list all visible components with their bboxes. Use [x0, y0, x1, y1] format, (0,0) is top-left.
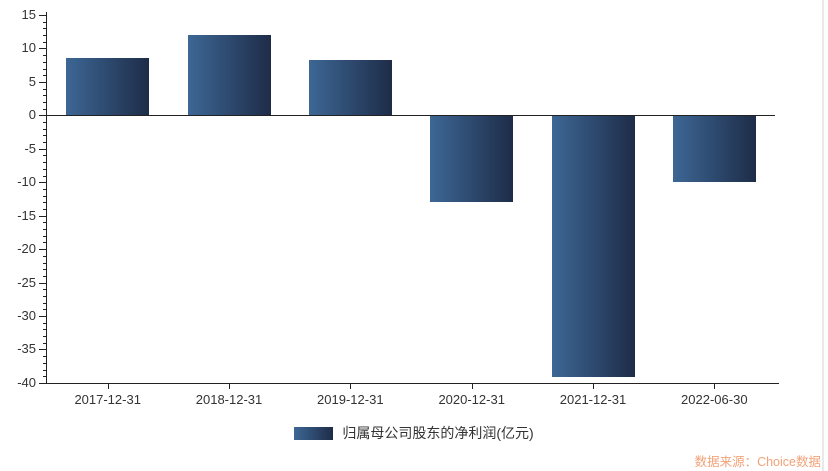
- y-axis-major-tick: [39, 349, 47, 351]
- y-axis-tick-label: 0: [28, 107, 36, 123]
- bar-2017-12-31[interactable]: [66, 57, 150, 116]
- y-axis-minor-tick: [43, 28, 47, 30]
- y-axis-minor-tick: [43, 142, 47, 144]
- x-axis-tick: [471, 384, 473, 389]
- y-axis-minor-tick: [43, 275, 47, 277]
- y-axis-minor-tick: [43, 309, 47, 311]
- x-axis-tick-label: 2019-12-31: [317, 392, 384, 407]
- y-axis-minor-tick: [43, 95, 47, 97]
- y-axis-minor-tick: [43, 242, 47, 244]
- x-axis-tick: [350, 384, 352, 389]
- x-axis-tick-label: 2022-06-30: [681, 392, 748, 407]
- y-axis-minor-tick: [43, 329, 47, 331]
- y-axis-major-tick: [39, 48, 47, 50]
- y-axis-tick-label: -35: [17, 341, 36, 357]
- x-axis-line: [47, 383, 779, 384]
- y-axis-minor-tick: [43, 362, 47, 364]
- y-axis-minor-tick: [43, 88, 47, 90]
- y-axis-minor-tick: [43, 175, 47, 177]
- y-axis-minor-tick: [43, 262, 47, 264]
- x-axis-tick: [107, 384, 109, 389]
- y-axis-minor-tick: [43, 356, 47, 358]
- y-axis-minor-tick: [43, 35, 47, 36]
- x-axis-tick: [714, 384, 716, 389]
- y-axis-major-tick: [39, 282, 47, 284]
- y-axis-minor-tick: [43, 235, 47, 237]
- page-edge-divider: [822, 0, 824, 471]
- y-axis-tick-label: 15: [21, 6, 36, 22]
- y-axis-minor-tick: [43, 122, 47, 123]
- y-axis-minor-tick: [43, 155, 47, 157]
- y-axis-tick-label: -10: [17, 174, 36, 190]
- y-axis-minor-tick: [43, 188, 47, 190]
- y-axis-minor-tick: [43, 342, 47, 344]
- y-axis-tick-label: -15: [17, 207, 36, 223]
- y-axis-tick-label: 5: [28, 73, 36, 89]
- y-axis-minor-tick: [43, 376, 47, 378]
- y-axis-minor-tick: [43, 295, 47, 297]
- y-axis-minor-tick: [43, 369, 47, 371]
- y-axis-minor-tick: [43, 336, 47, 338]
- y-axis-major-tick: [39, 382, 47, 384]
- y-axis-major-tick: [39, 215, 47, 217]
- y-axis-tick-label: -25: [17, 274, 36, 290]
- y-axis-minor-tick: [43, 195, 47, 197]
- y-axis-minor-tick: [43, 55, 47, 57]
- legend-swatch-icon: [294, 426, 334, 440]
- y-axis-major-tick: [39, 81, 47, 83]
- y-axis-minor-tick: [43, 75, 47, 77]
- y-axis-tick-label: -20: [17, 241, 36, 257]
- y-axis-tick-label: 10: [21, 40, 36, 56]
- y-axis-major-tick: [39, 148, 47, 150]
- bar-2021-12-31[interactable]: [551, 116, 635, 378]
- y-axis-major-tick: [39, 115, 47, 117]
- y-axis-minor-tick: [43, 289, 47, 291]
- y-axis-minor-tick: [43, 101, 47, 103]
- bar-2022-06-30[interactable]: [672, 116, 756, 182]
- y-axis-minor-tick: [43, 222, 47, 224]
- y-axis-minor-tick: [43, 41, 47, 43]
- y-axis-minor-tick: [43, 135, 47, 137]
- y-axis-minor-tick: [43, 255, 47, 257]
- y-axis-minor-tick: [43, 162, 47, 164]
- y-axis-major-tick: [39, 249, 47, 251]
- y-axis-line: [46, 12, 47, 384]
- bar-2020-12-31[interactable]: [430, 116, 514, 202]
- y-axis-major-tick: [39, 14, 47, 16]
- y-axis-minor-tick: [43, 229, 47, 230]
- legend[interactable]: 归属母公司股东的净利润(亿元): [0, 423, 828, 443]
- y-axis-major-tick: [39, 316, 47, 317]
- y-axis-minor-tick: [43, 61, 47, 63]
- x-axis-tick-label: 2017-12-31: [74, 392, 141, 407]
- y-axis-minor-tick: [43, 269, 47, 271]
- y-axis-minor-tick: [43, 68, 47, 70]
- bar-2019-12-31[interactable]: [308, 60, 392, 116]
- x-axis-tick: [229, 384, 230, 389]
- y-axis-minor-tick: [43, 322, 47, 324]
- bar-2018-12-31[interactable]: [187, 35, 271, 116]
- y-axis-minor-tick: [43, 108, 47, 110]
- y-axis-minor-tick: [43, 168, 47, 170]
- y-axis-minor-tick: [43, 302, 47, 304]
- y-axis-minor-tick: [43, 202, 47, 204]
- zero-baseline: [47, 115, 775, 116]
- y-axis-minor-tick: [43, 128, 47, 130]
- legend-label: 归属母公司股东的净利润(亿元): [342, 425, 534, 441]
- data-source-note: 数据来源：Choice数据: [694, 455, 821, 469]
- x-axis-tick: [593, 384, 594, 389]
- y-axis-tick-label: -40: [17, 374, 36, 390]
- y-axis-minor-tick: [43, 209, 47, 210]
- y-axis-tick-label: -30: [17, 308, 36, 323]
- y-axis-tick-label: -5: [24, 140, 36, 156]
- x-axis-tick-label: 2018-12-31: [195, 392, 263, 407]
- y-axis-minor-tick: [43, 21, 47, 23]
- y-axis-major-tick: [39, 182, 47, 184]
- x-axis-tick-label: 2021-12-31: [559, 392, 627, 407]
- x-axis-tick-label: 2020-12-31: [438, 392, 505, 407]
